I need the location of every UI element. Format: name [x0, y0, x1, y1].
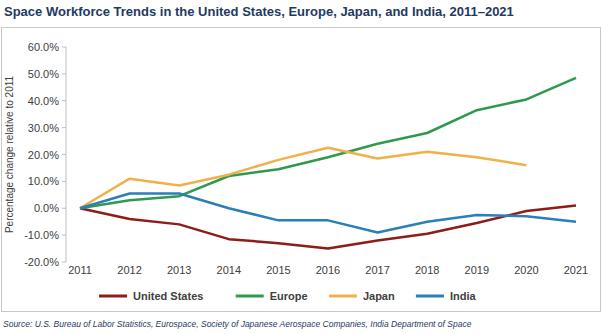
- legend-label: Europe: [270, 290, 308, 302]
- x-tick-label: 2014: [217, 264, 241, 276]
- y-axis-title: Percentage change relative to 2011: [4, 75, 15, 233]
- y-tick-label: 40.0%: [28, 95, 59, 107]
- y-tick-label: 60.0%: [28, 41, 59, 53]
- legend: United States Europe Japan India: [99, 290, 476, 302]
- y-tick-label: -20.0%: [24, 256, 59, 268]
- series-line: [80, 206, 576, 249]
- y-tick-label: 50.0%: [28, 68, 59, 80]
- chart-frame: [2, 28, 601, 312]
- y-tick-label: -10.0%: [24, 229, 59, 241]
- title: Space Workforce Trends in the United Sta…: [4, 4, 514, 19]
- y-tick-label: 20.0%: [28, 149, 59, 161]
- y-tick-label: 30.0%: [28, 122, 59, 134]
- y-tick-label: 0.0%: [34, 202, 59, 214]
- legend-label: Japan: [363, 290, 395, 302]
- x-tick-label: 2011: [68, 264, 92, 276]
- y-tick: [62, 208, 66, 209]
- x-tick-label: 2013: [167, 264, 191, 276]
- source: Source: U.S. Bureau of Labor Statistics,…: [3, 319, 472, 329]
- x-tick-label: 2019: [465, 264, 489, 276]
- legend-label: India: [450, 290, 477, 302]
- x-tick-label: 2016: [316, 264, 340, 276]
- x-tick-label: 2020: [514, 264, 538, 276]
- chart: Space Workforce Trends in the United Sta…: [0, 0, 602, 334]
- x-tick-label: 2021: [564, 264, 588, 276]
- y-tick: [62, 73, 66, 74]
- y-tick: [62, 181, 66, 182]
- legend-swatch: [99, 295, 127, 298]
- x-tick-label: 2017: [365, 264, 389, 276]
- y-tick: [62, 127, 66, 128]
- legend-swatch: [416, 295, 444, 298]
- legend-swatch: [236, 295, 264, 298]
- series-line: [80, 148, 526, 208]
- legend-label: United States: [133, 290, 203, 302]
- x-tick-label: 2012: [117, 264, 141, 276]
- y-tick: [62, 47, 66, 48]
- y-tick: [62, 100, 66, 101]
- y-tick-label: 10.0%: [28, 175, 59, 187]
- series-line: [80, 193, 576, 232]
- y-tick: [62, 262, 66, 263]
- legend-swatch: [329, 295, 357, 298]
- x-tick-label: 2015: [266, 264, 290, 276]
- series-group: [80, 78, 576, 249]
- series-line: [80, 78, 576, 208]
- y-tick: [62, 154, 66, 155]
- y-tick: [62, 235, 66, 236]
- x-tick-label: 2018: [415, 264, 439, 276]
